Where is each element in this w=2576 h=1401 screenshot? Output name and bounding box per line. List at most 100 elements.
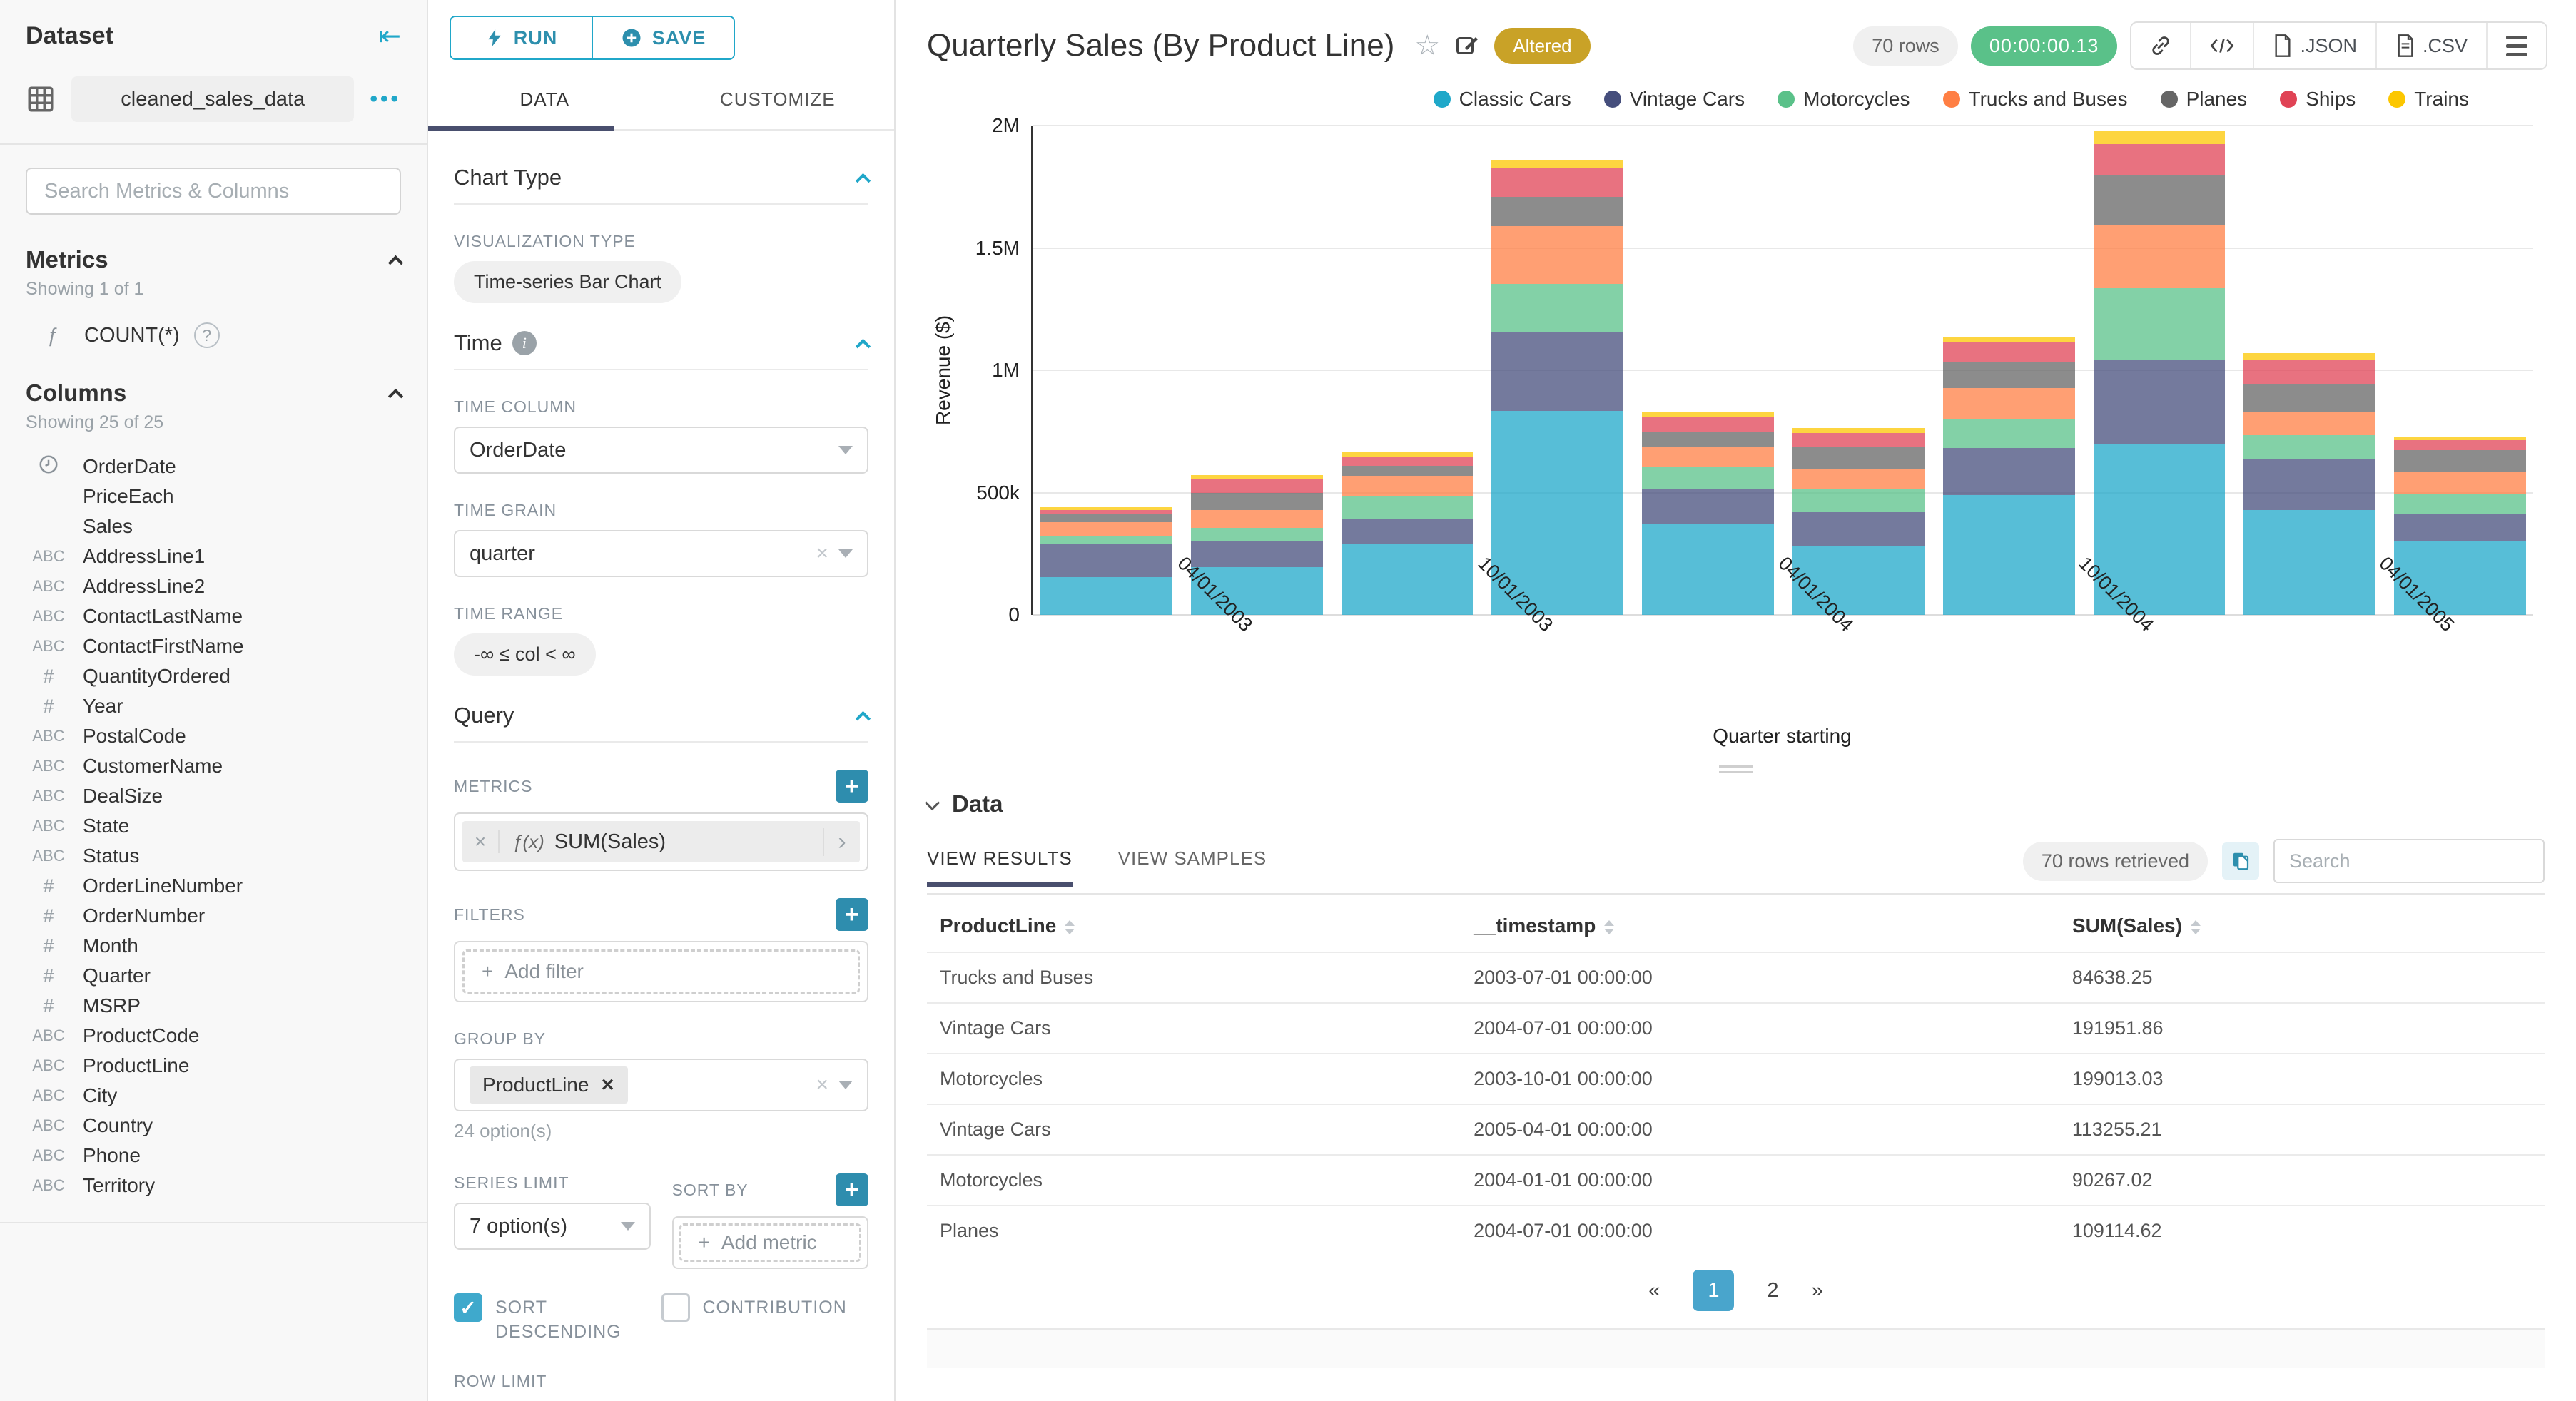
bar-04-01-2005[interactable]	[2394, 437, 2526, 615]
pagination-next[interactable]: »	[1811, 1278, 1823, 1302]
dataset-name[interactable]: cleaned_sales_data	[71, 76, 355, 122]
series-limit-select[interactable]: 7 option(s)	[454, 1203, 651, 1250]
column-item[interactable]: Sales	[26, 511, 401, 541]
bar-01-01-2004[interactable]	[1642, 412, 1774, 615]
results-column-header[interactable]: ProductLine	[927, 897, 1461, 952]
export-csv-button[interactable]: .CSV	[2375, 23, 2486, 68]
bar-04-01-2003[interactable]	[1190, 474, 1323, 615]
group-by-chip[interactable]: ProductLine ✕	[470, 1066, 628, 1104]
bar-01-01-2003[interactable]	[1040, 507, 1172, 615]
expand-metric-icon[interactable]: ›	[823, 827, 860, 856]
embed-code-button[interactable]	[2190, 23, 2253, 68]
column-item[interactable]: # Month	[26, 931, 401, 961]
bar-07-01-2003[interactable]	[1341, 452, 1474, 615]
column-item[interactable]: PriceEach	[26, 482, 401, 511]
column-item[interactable]: ABC City	[26, 1081, 401, 1111]
add-metric-button[interactable]: +	[836, 770, 868, 803]
bar-10-01-2004[interactable]	[2093, 130, 2226, 615]
bar-04-01-2004[interactable]	[1792, 427, 1925, 615]
help-icon[interactable]: ?	[193, 322, 220, 348]
remove-chip-icon[interactable]: ✕	[600, 1075, 615, 1095]
dataset-menu-icon[interactable]: •••	[370, 87, 401, 111]
column-item[interactable]: ABC ContactLastName	[26, 601, 401, 631]
legend-item[interactable]: Trucks and Buses	[1942, 88, 2128, 111]
add-sort-metric-dropzone[interactable]: + Add metric	[679, 1223, 861, 1262]
time-grain-select[interactable]: quarter ×	[454, 530, 868, 577]
column-item[interactable]: ABC ContactFirstName	[26, 631, 401, 661]
collapse-sidebar-icon[interactable]: ⇤	[378, 21, 401, 51]
clear-icon[interactable]: ×	[816, 541, 828, 565]
column-item[interactable]: ABC AddressLine1	[26, 541, 401, 571]
table-row[interactable]: Vintage Cars 2004-07-01 00:00:00 191951.86	[927, 1002, 2545, 1054]
run-button[interactable]: RUN	[451, 17, 592, 58]
legend-item[interactable]: Planes	[2160, 88, 2247, 111]
chevron-up-icon[interactable]	[387, 255, 404, 270]
chevron-down-icon[interactable]	[924, 795, 940, 810]
chevron-up-icon[interactable]	[855, 173, 871, 188]
time-column-select[interactable]: OrderDate	[454, 427, 868, 474]
info-icon[interactable]: i	[512, 331, 537, 355]
add-filter-dropzone[interactable]: + Add filter	[462, 949, 860, 994]
results-column-header[interactable]: SUM(Sales)	[2059, 897, 2545, 952]
drag-handle-icon[interactable]	[1718, 762, 1753, 777]
column-item[interactable]: ABC ProductCode	[26, 1021, 401, 1051]
metric-chip[interactable]: × ƒ(x) SUM(Sales) ›	[462, 821, 860, 862]
remove-metric-icon[interactable]: ×	[462, 830, 500, 853]
bar-01-01-2005[interactable]	[2243, 353, 2376, 615]
tab-view-samples[interactable]: VIEW SAMPLES	[1117, 847, 1267, 869]
legend-item[interactable]: Trains	[2388, 88, 2469, 111]
sort-icon[interactable]	[1604, 919, 1615, 934]
export-json-button[interactable]: .JSON	[2253, 23, 2375, 68]
metric-item[interactable]: ƒ COUNT(*) ?	[26, 322, 401, 348]
results-column-header[interactable]: __timestamp	[1461, 897, 2059, 952]
group-by-select[interactable]: ProductLine ✕ ×	[454, 1059, 868, 1111]
column-item[interactable]: ABC DealSize	[26, 781, 401, 811]
table-row[interactable]: Motorcycles 2003-10-01 00:00:00 199013.03	[927, 1053, 2545, 1104]
save-button[interactable]: SAVE	[592, 17, 734, 58]
column-item[interactable]: ABC Status	[26, 841, 401, 871]
sort-icon[interactable]	[1065, 919, 1075, 934]
bar-10-01-2003[interactable]	[1491, 160, 1624, 615]
column-item[interactable]: # MSRP	[26, 991, 401, 1021]
chart-menu-button[interactable]	[2486, 23, 2546, 68]
column-item[interactable]: ABC Phone	[26, 1141, 401, 1171]
pagination-page-1[interactable]: 1	[1693, 1270, 1735, 1311]
table-row[interactable]: Vintage Cars 2005-04-01 00:00:00 113255.21	[927, 1104, 2545, 1155]
column-item[interactable]: # Year	[26, 691, 401, 721]
legend-item[interactable]: Motorcycles	[1778, 88, 1910, 111]
legend-item[interactable]: Vintage Cars	[1603, 88, 1745, 111]
bar-07-01-2004[interactable]	[1942, 337, 2075, 615]
clear-icon[interactable]: ×	[816, 1073, 828, 1096]
column-item[interactable]: OrderDate	[26, 452, 401, 482]
chevron-up-icon[interactable]	[387, 388, 404, 404]
column-item[interactable]: ABC State	[26, 811, 401, 841]
legend-item[interactable]: Classic Cars	[1433, 88, 1571, 111]
metrics-columns-search-input[interactable]	[26, 168, 401, 215]
contribution-checkbox[interactable]: CONTRIBUTION	[661, 1293, 869, 1345]
chevron-up-icon[interactable]	[855, 338, 871, 354]
edit-icon[interactable]	[1454, 33, 1480, 58]
copy-link-button[interactable]	[2131, 23, 2191, 68]
table-row[interactable]: Trucks and Buses 2003-07-01 00:00:00 84638…	[927, 952, 2545, 1003]
column-item[interactable]: # Quarter	[26, 961, 401, 991]
add-filter-button[interactable]: +	[836, 898, 868, 931]
column-item[interactable]: # OrderLineNumber	[26, 871, 401, 901]
pagination-page-2[interactable]: 2	[1767, 1278, 1779, 1302]
altered-badge[interactable]: Altered	[1494, 27, 1591, 64]
sort-icon[interactable]	[2190, 919, 2201, 934]
results-search-input[interactable]	[2273, 839, 2545, 883]
legend-item[interactable]: Ships	[2280, 88, 2356, 111]
checkbox-checked-icon[interactable]: ✓	[454, 1293, 482, 1322]
tab-data[interactable]: DATA	[519, 88, 569, 110]
favorite-star-icon[interactable]: ☆	[1414, 30, 1441, 61]
checkbox-unchecked-icon[interactable]	[661, 1293, 690, 1322]
add-sort-metric-button[interactable]: +	[836, 1173, 868, 1206]
pagination-prev[interactable]: «	[1648, 1278, 1660, 1302]
column-item[interactable]: # OrderNumber	[26, 901, 401, 931]
column-item[interactable]: ABC PostalCode	[26, 721, 401, 751]
column-item[interactable]: # QuantityOrdered	[26, 661, 401, 691]
table-row[interactable]: Motorcycles 2004-01-01 00:00:00 90267.02	[927, 1154, 2545, 1206]
copy-data-button[interactable]	[2222, 842, 2259, 880]
column-item[interactable]: ABC CustomerName	[26, 751, 401, 781]
column-item[interactable]: ABC ProductLine	[26, 1051, 401, 1081]
